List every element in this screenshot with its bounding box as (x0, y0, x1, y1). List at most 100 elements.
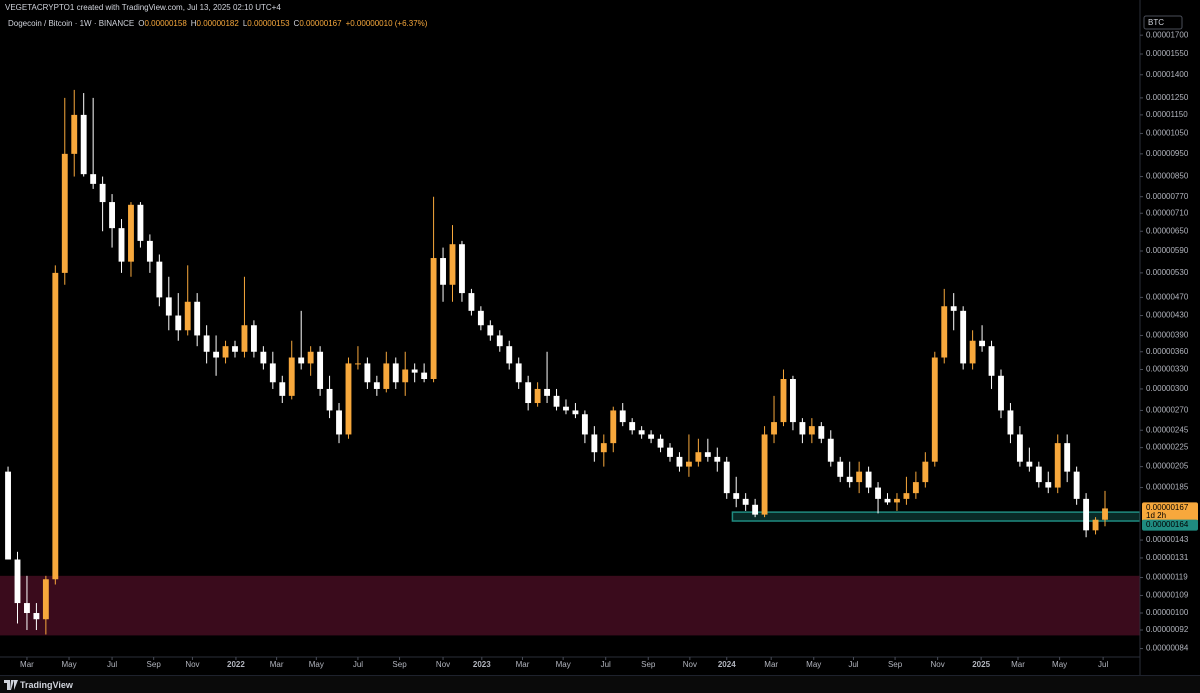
support-zone (731, 511, 1141, 522)
candle-body (771, 422, 777, 435)
ohlc-value: 0.00000167 (299, 19, 342, 28)
demand-zone (0, 575, 1140, 636)
candle-body (1054, 443, 1061, 488)
x-tick-label: Mar (764, 660, 778, 669)
y-tick-label: 0.00000850 (1146, 172, 1189, 181)
candle-body (922, 461, 929, 483)
candle-body (969, 340, 976, 364)
candle-body (487, 325, 494, 336)
candle-body (269, 363, 276, 383)
candle-body (818, 426, 825, 439)
y-tick-label: 0.00000109 (1146, 591, 1189, 600)
candle-body (941, 306, 948, 358)
x-tick-label: Mar (20, 660, 34, 669)
candle-body (1016, 434, 1023, 462)
candle-body (742, 498, 749, 505)
candle-body (1007, 410, 1014, 435)
candle-body (298, 357, 305, 364)
candle-body (998, 375, 1004, 411)
last-price-tag (1142, 502, 1198, 522)
candle-body (1026, 461, 1033, 467)
candle-body (553, 395, 560, 407)
y-tick-label: 0.00000205 (1146, 462, 1189, 471)
countdown-label: 1d 2h (1146, 511, 1166, 520)
candle-body (563, 406, 569, 411)
candle-body (856, 471, 863, 483)
y-tick-label: 0.00000390 (1146, 331, 1189, 340)
candle-body (24, 603, 30, 614)
candle-body (534, 388, 541, 404)
footer: TradingView (0, 675, 1200, 693)
y-tick-label: 0.00001550 (1146, 49, 1189, 58)
candle-body (279, 382, 286, 396)
candle-body (80, 114, 87, 175)
candle-body (723, 461, 730, 494)
x-tick-label: Nov (683, 660, 697, 669)
candle-body (714, 456, 721, 462)
y-tick-label: 0.00000650 (1146, 226, 1189, 235)
candle-body (780, 378, 787, 423)
legend-header: Dogecoin / Bitcoin · 1W · BINANCE O 0.0000… (8, 19, 427, 28)
candle-body (118, 228, 125, 262)
candle-body (629, 422, 636, 431)
y-tick-label: 0.00001700 (1146, 30, 1189, 39)
y-tick-label: 0.00001400 (1146, 70, 1189, 79)
y-tick-label: 0.00000245 (1146, 425, 1189, 434)
x-tick-label: Sep (888, 660, 903, 669)
candle-body (581, 414, 588, 435)
candle-body (827, 438, 834, 462)
candle-body (421, 372, 428, 379)
last-price-label: 0.00000167 (1146, 503, 1189, 512)
candle-body (61, 153, 68, 273)
y-tick-label: 0.00000470 (1146, 292, 1189, 301)
candle-body (799, 422, 806, 435)
candle-body (931, 357, 938, 462)
candle-body (307, 351, 314, 364)
y-tick-label: 0.00000100 (1146, 608, 1189, 617)
x-tick-label: Nov (436, 660, 450, 669)
candle-body (496, 335, 503, 347)
ohlc-key: O (138, 19, 145, 28)
candle-body (317, 351, 324, 389)
x-tick-label: Sep (147, 660, 162, 669)
candle-body (515, 363, 522, 383)
change: +0.00000010 (+6.37%) (345, 19, 428, 28)
candle-body (165, 297, 172, 316)
candle-body (260, 351, 267, 364)
credit: VEGETACRYPTO1 created with TradingView.c… (5, 3, 281, 12)
candle-body (988, 346, 995, 376)
y-tick-label: 0.00000143 (1146, 535, 1189, 544)
candle-body (156, 261, 163, 298)
y-tick-label: 0.00000270 (1146, 406, 1189, 415)
y-tick-label: 0.00000530 (1146, 268, 1189, 277)
brand-logo (4, 680, 18, 690)
brand-name: TradingView (20, 680, 73, 690)
candle-body (232, 346, 238, 352)
x-tick-label: Mar (516, 660, 530, 669)
x-tick-label: Sep (392, 660, 407, 669)
candle-body (950, 306, 957, 311)
candle-body (1064, 443, 1071, 472)
candle-body (146, 240, 153, 262)
candle-body (979, 340, 986, 347)
candle-body (600, 443, 607, 453)
candle-body (846, 476, 853, 483)
chart-title: Dogecoin / Bitcoin · 1W · BINANCE (8, 19, 135, 28)
candle-body (402, 369, 409, 383)
candle-body (572, 410, 579, 415)
candle-body (525, 382, 532, 404)
candle-body (790, 378, 796, 423)
x-tick-label: Mar (1011, 660, 1025, 669)
candle-body (1073, 471, 1080, 499)
candle-body (336, 410, 342, 435)
candle-body (449, 244, 456, 285)
x-tick-label: Jul (1098, 660, 1108, 669)
x-tick-label: Jul (848, 660, 858, 669)
y-tick-label: 0.00000119 (1146, 573, 1188, 582)
y-tick-label: 0.00000084 (1146, 644, 1189, 653)
candle-body (875, 487, 881, 499)
y-tick-label: 0.00001050 (1146, 129, 1189, 138)
candle-body (411, 369, 418, 373)
x-tick-label: Nov (185, 660, 199, 669)
candle-body (1092, 519, 1099, 531)
